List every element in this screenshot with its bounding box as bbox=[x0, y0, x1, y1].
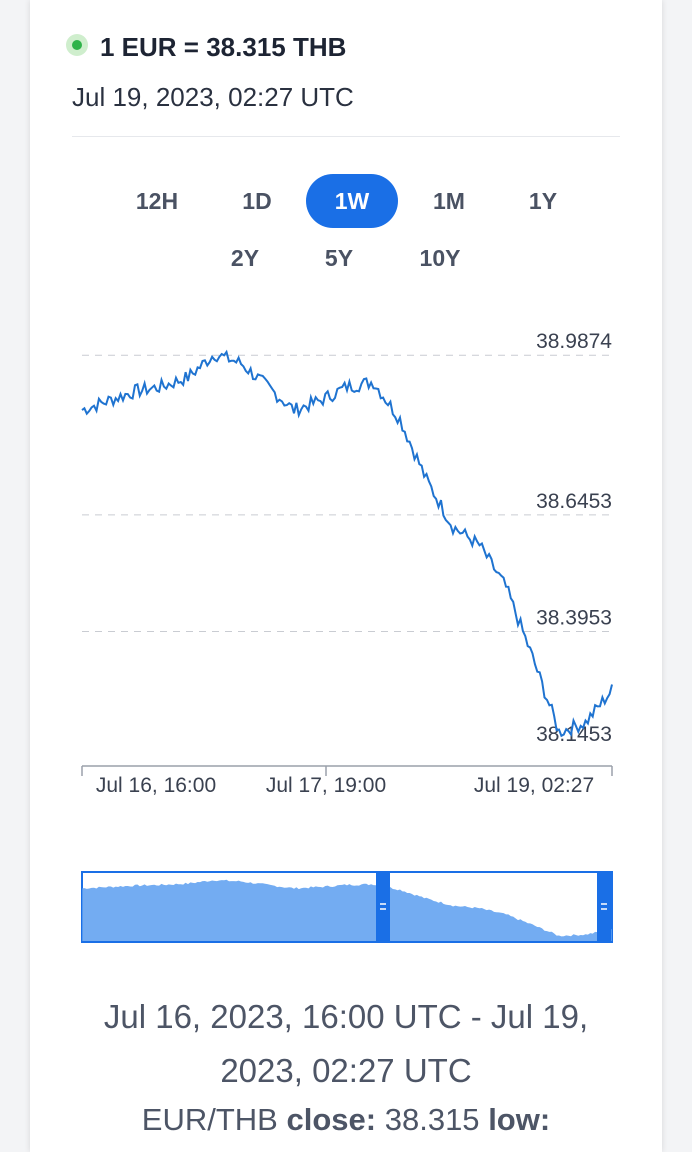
summary-close-value: 38.315 bbox=[384, 1102, 480, 1137]
period-5y-button[interactable]: 5Y bbox=[324, 245, 354, 271]
period-10y-button[interactable]: 10Y bbox=[419, 245, 461, 271]
rate-timestamp: Jul 19, 2023, 02:27 UTC bbox=[72, 82, 354, 112]
chart-y-labels: 38.9874 38.6453 38.3953 38.1453 bbox=[536, 330, 612, 746]
range-line-1: Jul 16, 2023, 16:00 UTC - Jul 19, bbox=[103, 998, 589, 1035]
navigator-right-handle bbox=[597, 873, 611, 941]
y-tick-label: 38.9874 bbox=[536, 330, 612, 353]
y-tick-label: 38.3953 bbox=[536, 607, 612, 630]
live-status-icon bbox=[66, 34, 88, 56]
rate-line-series bbox=[81, 349, 613, 738]
summary-low-label: low: bbox=[488, 1102, 551, 1137]
range-line-2: 2023, 02:27 UTC bbox=[220, 1052, 472, 1089]
x-tick-label: Jul 16, 16:00 bbox=[96, 774, 216, 797]
navigator-area bbox=[82, 879, 612, 941]
period-1w-button[interactable]: 1W bbox=[306, 174, 398, 228]
range-navigator[interactable] bbox=[81, 871, 613, 943]
chart-x-axis: Jul 16, 16:00 Jul 17, 19:00 Jul 19, 02:27 bbox=[81, 765, 613, 797]
chart-gridlines bbox=[82, 354, 612, 633]
period-12h-button[interactable]: 12H bbox=[135, 188, 179, 214]
period-2y-button[interactable]: 2Y bbox=[230, 245, 260, 271]
period-1y-button[interactable]: 1Y bbox=[528, 188, 558, 214]
rate-summary: EUR/THB close: 38.315 low: bbox=[30, 1102, 662, 1138]
x-tick-label: Jul 17, 19:00 bbox=[266, 774, 386, 797]
summary-pair: EUR/THB bbox=[141, 1102, 278, 1137]
header-divider bbox=[72, 136, 620, 137]
y-tick-label: 38.1453 bbox=[536, 723, 612, 746]
rate-card: 1 EUR = 38.315 THB Jul 19, 2023, 02:27 U… bbox=[30, 0, 662, 1152]
period-1m-button[interactable]: 1M bbox=[433, 188, 465, 214]
summary-close-label: close: bbox=[286, 1102, 377, 1137]
y-tick-label: 38.6453 bbox=[536, 490, 612, 513]
exchange-rate-title: 1 EUR = 38.315 THB bbox=[100, 32, 347, 62]
rate-chart[interactable]: 38.9874 38.6453 38.3953 38.1453 Jul 16, 16:… bbox=[30, 0, 662, 960]
period-1d-button[interactable]: 1D bbox=[242, 188, 272, 214]
navigator-left-handle bbox=[376, 873, 390, 941]
x-tick-label: Jul 19, 02:27 bbox=[474, 774, 594, 797]
selected-range-text: Jul 16, 2023, 16:00 UTC - Jul 19, 2023, … bbox=[30, 990, 662, 1098]
